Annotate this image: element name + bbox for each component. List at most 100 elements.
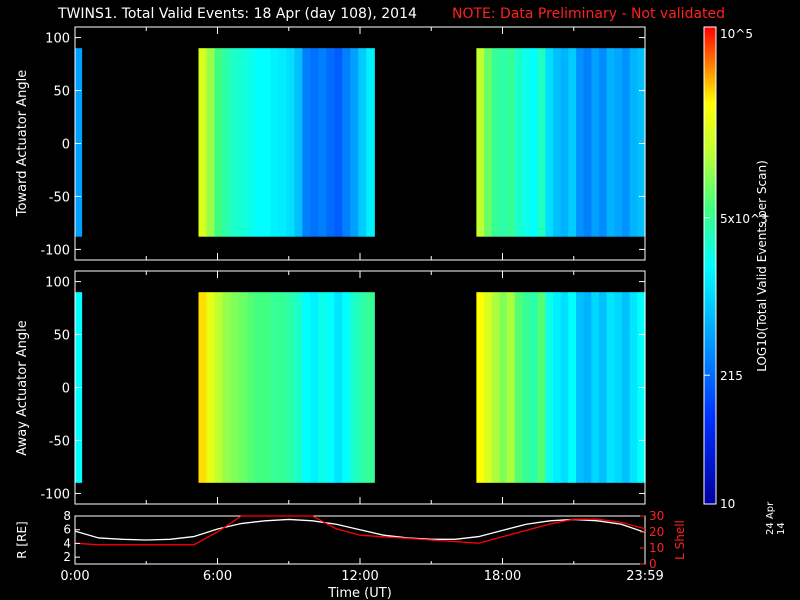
- heatmap-column: [583, 292, 592, 483]
- r-tick-label: 4: [63, 536, 71, 550]
- heatmap-column: [246, 48, 256, 237]
- heatmap-column: [350, 292, 359, 483]
- date-stamp: 24 Apr 14: [765, 501, 787, 535]
- heatmap-column: [334, 48, 343, 237]
- heatmap-column: [614, 48, 623, 237]
- heatmap-column: [484, 48, 493, 237]
- heatmap-column: [606, 48, 615, 237]
- heatmap-column: [484, 292, 493, 483]
- heatmap-column: [310, 48, 319, 237]
- colorbar-ticks: 10 215 5x10^3 10^5: [704, 26, 768, 511]
- xtick-label: 23:59: [626, 569, 663, 584]
- heatmap-column: [294, 292, 303, 483]
- heatmap-column: [262, 292, 271, 483]
- heatmap-column: [238, 292, 248, 483]
- heatmap-column: [583, 48, 592, 237]
- heatmap-column: [476, 292, 485, 483]
- heatmap-column: [507, 292, 516, 483]
- ytick-label: 50: [53, 329, 70, 344]
- heatmap-column: [206, 48, 216, 237]
- heatmap-column: [522, 292, 531, 483]
- colorbar-tick-label: 215: [720, 369, 743, 383]
- heatmap-column: [310, 292, 319, 483]
- lshell-tick-label: 20: [649, 525, 664, 539]
- colorbar-label: LOG10(Total Valid Events per Scan): [755, 160, 769, 372]
- heatmap-column: [622, 292, 631, 483]
- heatmap-column: [537, 292, 546, 483]
- lshell-tick-label: 10: [649, 541, 664, 555]
- colorbar-tick-label: 10^5: [720, 27, 753, 41]
- heatmap-column: [629, 292, 638, 483]
- lshell-tick-label: 0: [649, 557, 657, 571]
- chart-title: TWINS1. Total Valid Events: 18 Apr (day …: [58, 6, 417, 22]
- heatmap-column: [342, 292, 351, 483]
- r-line: [74, 518, 646, 541]
- toward-yaxis: 100 50 0 -50 -100: [40, 27, 646, 260]
- heatmap-column: [358, 292, 367, 483]
- heatmap-column: [530, 48, 539, 237]
- r-tick-label: 6: [63, 523, 71, 537]
- heatmap-column: [522, 48, 531, 237]
- ytick-label: 100: [45, 276, 70, 291]
- heatmap-column: [591, 292, 600, 483]
- heatmap-column: [476, 48, 485, 237]
- heatmap-column: [514, 48, 523, 237]
- ytick-label: -100: [40, 487, 70, 502]
- xaxis-label: Time (UT): [327, 586, 392, 600]
- heatmap-column: [286, 292, 295, 483]
- ytick-label: 50: [53, 85, 70, 100]
- heatmap-column: [545, 48, 554, 237]
- heatmap-column: [254, 292, 264, 483]
- lshell-line: [74, 515, 646, 546]
- preliminary-note: NOTE: Data Preliminary - Not validated: [452, 6, 726, 22]
- ytick-label: 0: [62, 138, 70, 153]
- heatmap-column: [342, 48, 351, 237]
- heatmap-column: [599, 292, 608, 483]
- heatmap-column: [270, 292, 279, 483]
- heatmap-column: [278, 48, 287, 237]
- heatmap-column: [637, 48, 646, 237]
- heatmap-column: [350, 48, 359, 237]
- lshell-tick-label: 30: [649, 509, 664, 523]
- heatmap-column: [206, 292, 216, 483]
- heatmap-column: [326, 292, 335, 483]
- heatmap-column: [262, 48, 271, 237]
- heatmap-column: [214, 292, 224, 483]
- heatmap-column: [222, 48, 232, 237]
- heatmap-column: [514, 292, 523, 483]
- heatmap-column: [278, 292, 287, 483]
- heatmap-column: [214, 48, 224, 237]
- heatmap-column: [576, 292, 585, 483]
- away-ylabel: Away Actuator Angle: [15, 320, 30, 455]
- heatmap-column: [499, 48, 508, 237]
- ytick-label: -100: [40, 243, 70, 258]
- r-tick-label: 8: [63, 509, 71, 523]
- heatmap-column: [568, 292, 577, 483]
- heatmap-column: [491, 292, 500, 483]
- heatmap-column: [507, 48, 516, 237]
- lshell-ylabel: L Shell: [673, 520, 687, 560]
- heatmap-column: [286, 48, 295, 237]
- heatmap-column: [198, 48, 208, 237]
- toward-ylabel: Toward Actuator Angle: [15, 70, 30, 217]
- colorbar-tick-label: 5x10^3: [720, 212, 768, 226]
- heatmap-column: [614, 292, 623, 483]
- heatmap-column: [568, 48, 577, 237]
- heatmap-column: [75, 48, 83, 237]
- heatmap-column: [198, 292, 208, 483]
- heatmap-column: [591, 48, 600, 237]
- heatmap-column: [318, 292, 327, 483]
- heatmap-column: [622, 48, 631, 237]
- r-tick-label: 2: [63, 550, 71, 564]
- heatmap-column: [222, 292, 232, 483]
- heatmap-column: [530, 292, 539, 483]
- ytick-label: 100: [45, 32, 70, 47]
- heatmap-column: [326, 48, 335, 237]
- heatmap-column: [334, 292, 343, 483]
- colorbar: [703, 26, 717, 505]
- heatmap-column: [553, 292, 562, 483]
- heatmap-column: [230, 292, 240, 483]
- toward-heatmap-panel: [75, 48, 646, 237]
